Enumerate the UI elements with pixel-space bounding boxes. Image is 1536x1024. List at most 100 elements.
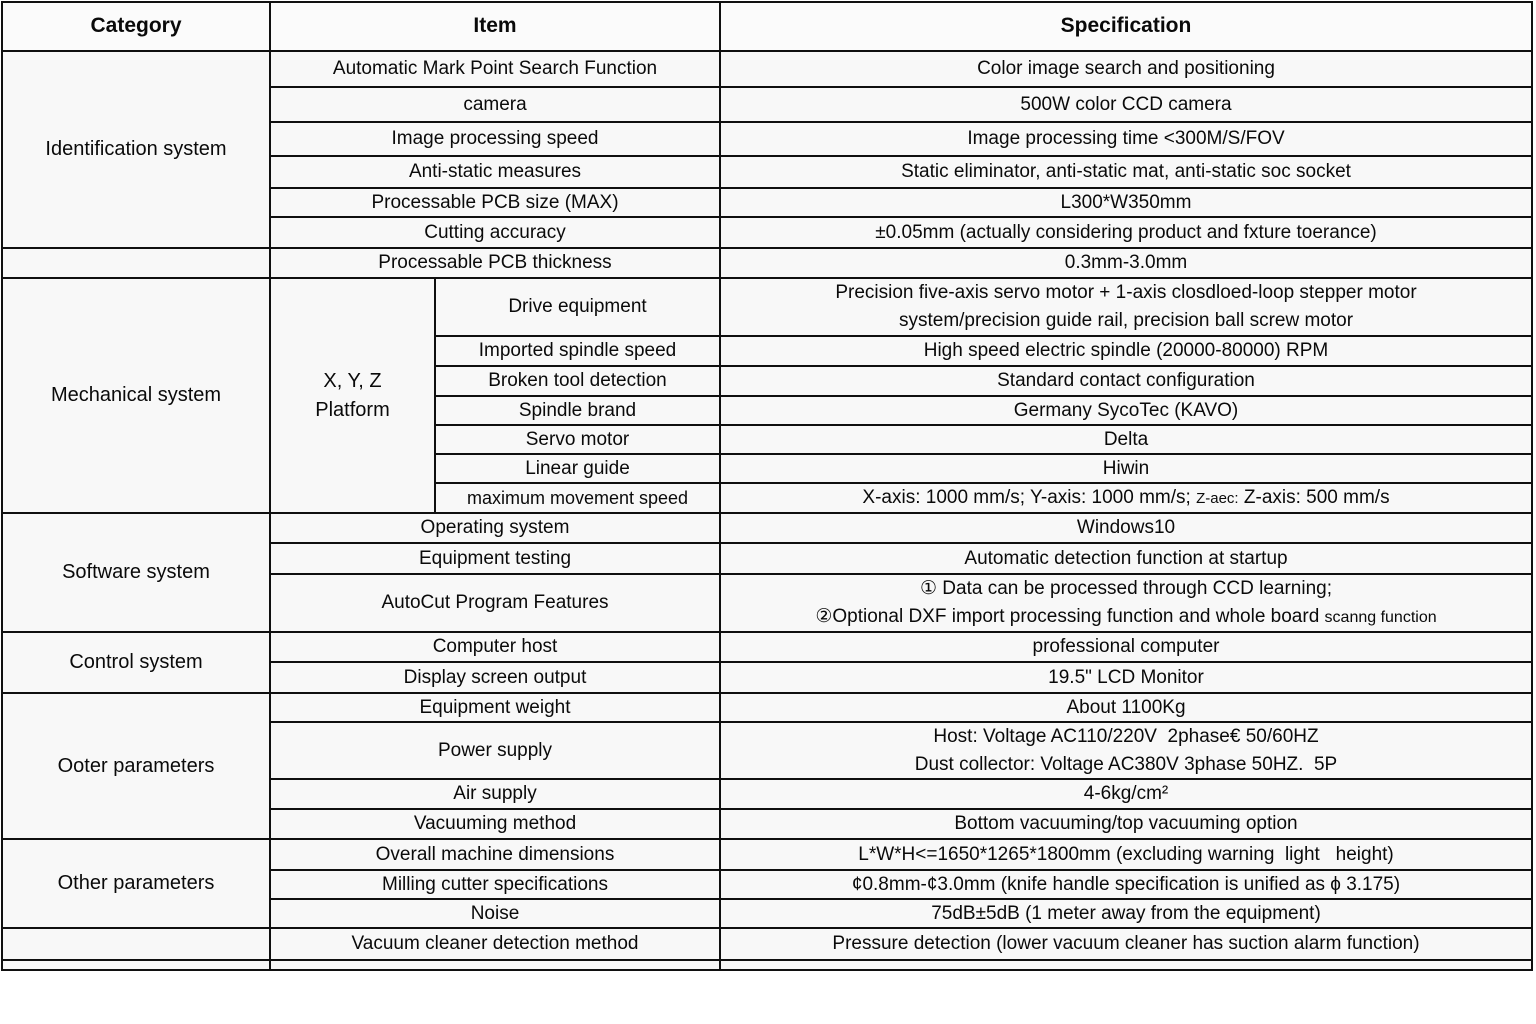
table-row: Other parameters Overall machine dimensi… <box>1 838 1533 930</box>
category-cell-software-system: Software system <box>1 512 271 633</box>
spec-cell: 75dB±5dB (1 meter away from the equipmen… <box>719 898 1533 930</box>
item-cell: Automatic Mark Point Search Function <box>269 50 721 88</box>
table-row: Processable PCB thickness 0.3mm-3.0mm <box>1 247 1533 279</box>
table-row: Software system Operating system Windows… <box>1 512 1533 633</box>
spec-line1: ① Data can be processed through CCD lear… <box>919 578 1333 600</box>
spec-text-small: Z-aec: <box>1196 490 1239 508</box>
table-row: Noise 75dB±5dB (1 meter away from the eq… <box>2 898 1533 930</box>
spec-cell: 4-6kg/cm² <box>719 778 1533 811</box>
item-cell: Equipment testing <box>269 542 721 575</box>
spec-cell: 500W color CCD camera <box>719 86 1533 123</box>
table-row: Vacuum cleaner detection method Pressure… <box>1 927 1533 962</box>
spec-cell: Static eliminator, anti-static mat, anti… <box>719 155 1533 189</box>
spec-cell: professional computer <box>719 631 1533 663</box>
platform-line2: Platform <box>315 398 390 421</box>
spec-text: X-axis: 1000 mm/s; Y-axis: 1000 mm/s; <box>862 487 1197 509</box>
table-row: Image processing speed Image processing … <box>2 121 1533 157</box>
spec-cell: Color image search and positioning <box>719 50 1533 88</box>
item-cell: Broken tool detection <box>434 365 721 397</box>
table-row: Mechanical system X, Y, Z Platform Drive… <box>1 277 1533 514</box>
item-cell: Processable PCB size (MAX) <box>269 187 721 218</box>
category-cell-control-system: Control system <box>1 631 271 694</box>
item-cell <box>269 959 721 972</box>
item-cell: Vacuum cleaner detection method <box>269 927 721 962</box>
item-cell: Processable PCB thickness <box>269 247 721 279</box>
item-cell: AutoCut Program Features <box>269 573 721 633</box>
spec-cell: High speed electric spindle (20000-80000… <box>719 335 1533 367</box>
table-row: Air supply 4-6kg/cm² <box>2 778 1533 811</box>
item-cell: Drive equipment <box>434 277 721 337</box>
table-row: maximum movement speed X-axis: 1000 mm/s… <box>2 482 1533 514</box>
item-cell: Overall machine dimensions <box>269 838 721 872</box>
item-cell: Milling cutter specifications <box>269 869 721 901</box>
table-row: Spindle brand Germany SycoTec (KAVO) <box>2 395 1533 426</box>
table-row: Control system Computer host professiona… <box>1 631 1533 694</box>
table-row: Anti-static measures Static eliminator, … <box>2 155 1533 189</box>
table-row: Display screen output 19.5" LCD Monitor <box>2 661 1533 694</box>
spec-table: Category Item Specification Identificati… <box>1 1 1533 972</box>
platform-line1: X, Y, Z <box>323 369 382 392</box>
table-row: Vacuuming method Bottom vacuuming/top va… <box>2 808 1533 841</box>
table-row: Processable PCB size (MAX) L300*W350mm <box>2 187 1533 218</box>
item-cell: Operating system <box>269 512 721 544</box>
spec-cell: ±0.05mm (actually considering product an… <box>719 216 1533 249</box>
table-row: AutoCut Program Features ① Data can be p… <box>2 573 1533 633</box>
spec-cell: Image processing time <300M/S/FOV <box>719 121 1533 157</box>
spec-cell: Hiwin <box>719 453 1533 484</box>
spec-cell: ¢0.8mm-¢3.0mm (knife handle specificatio… <box>719 869 1533 901</box>
spec-cell: Bottom vacuuming/top vacuuming option <box>719 808 1533 841</box>
category-cell-identification-system: Identification system <box>1 50 271 249</box>
item-cell: Equipment weight <box>269 692 721 723</box>
table-row: camera 500W color CCD camera <box>2 86 1533 123</box>
table-row: Imported spindle speed High speed electr… <box>2 335 1533 367</box>
item-cell: Imported spindle speed <box>434 335 721 367</box>
item-cell: Power supply <box>269 720 721 781</box>
category-cell-mechanical-system: Mechanical system <box>1 277 271 514</box>
spec-line2-small: scanng function <box>1324 609 1437 626</box>
header-category: Category <box>1 1 271 52</box>
header-item: Item <box>269 1 721 52</box>
spec-text: Z-axis: 500 mm/s <box>1238 487 1390 509</box>
category-cell-other-parameters: Other parameters <box>1 838 271 930</box>
spec-line1: Precision five-axis servo motor + 1-axis… <box>835 282 1417 304</box>
item-cell: Noise <box>269 898 721 930</box>
spec-cell: Standard contact configuration <box>719 365 1533 397</box>
spec-cell: L*W*H<=1650*1265*1800mm (excluding warni… <box>719 838 1533 872</box>
item-cell: Linear guide <box>434 453 721 484</box>
spec-line1: Host: Voltage AC110/220V 2phase€ 50/60HZ <box>933 726 1319 747</box>
item-cell: Cutting accuracy <box>269 216 721 249</box>
spec-cell: About 1100Kg <box>719 692 1533 723</box>
category-cell-empty <box>1 247 271 279</box>
table-row-partial <box>1 959 1533 972</box>
spec-cell: Host: Voltage AC110/220V 2phase€ 50/60HZ… <box>719 720 1533 781</box>
item-cell: Spindle brand <box>434 395 721 426</box>
spec-cell: Automatic detection function at startup <box>719 542 1533 575</box>
item-cell: Display screen output <box>269 661 721 694</box>
header-specification: Specification <box>719 1 1533 52</box>
table-row: Ooter parameters Equipment weight About … <box>1 691 1533 841</box>
category-cell-ooter-parameters: Ooter parameters <box>1 691 271 841</box>
item-cell: Air supply <box>269 778 721 811</box>
spec-cell: Germany SycoTec (KAVO) <box>719 395 1533 426</box>
spec-line2: Dust collector: Voltage AC380V 3phase 50… <box>914 753 1338 775</box>
spec-cell <box>719 959 1533 972</box>
item-cell: Vacuuming method <box>269 808 721 841</box>
spec-cell: X-axis: 1000 mm/s; Y-axis: 1000 mm/s; Z-… <box>719 482 1533 514</box>
category-cell-empty <box>1 927 271 962</box>
spec-cell: 0.3mm-3.0mm <box>719 247 1533 279</box>
platform-cell: X, Y, Z Platform <box>269 277 436 514</box>
spec-cell: Delta <box>719 424 1533 455</box>
table-row: Broken tool detection Standard contact c… <box>2 365 1533 397</box>
spec-cell: Windows10 <box>719 512 1533 544</box>
item-cell: camera <box>269 86 721 123</box>
item-cell: maximum movement speed <box>434 482 721 514</box>
spec-cell: Pressure detection (lower vacuum cleaner… <box>719 927 1533 962</box>
item-cell: Computer host <box>269 631 721 663</box>
category-cell-empty <box>1 959 271 972</box>
spec-cell: L300*W350mm <box>719 187 1533 218</box>
spec-cell: ① Data can be processed through CCD lear… <box>719 573 1533 633</box>
spec-cell: 19.5" LCD Monitor <box>719 661 1533 694</box>
spec-line2: system/precision guide rail, precision b… <box>898 310 1354 331</box>
item-cell: Servo motor <box>434 424 721 455</box>
table-row: Milling cutter specifications ¢0.8mm-¢3.… <box>2 869 1533 901</box>
